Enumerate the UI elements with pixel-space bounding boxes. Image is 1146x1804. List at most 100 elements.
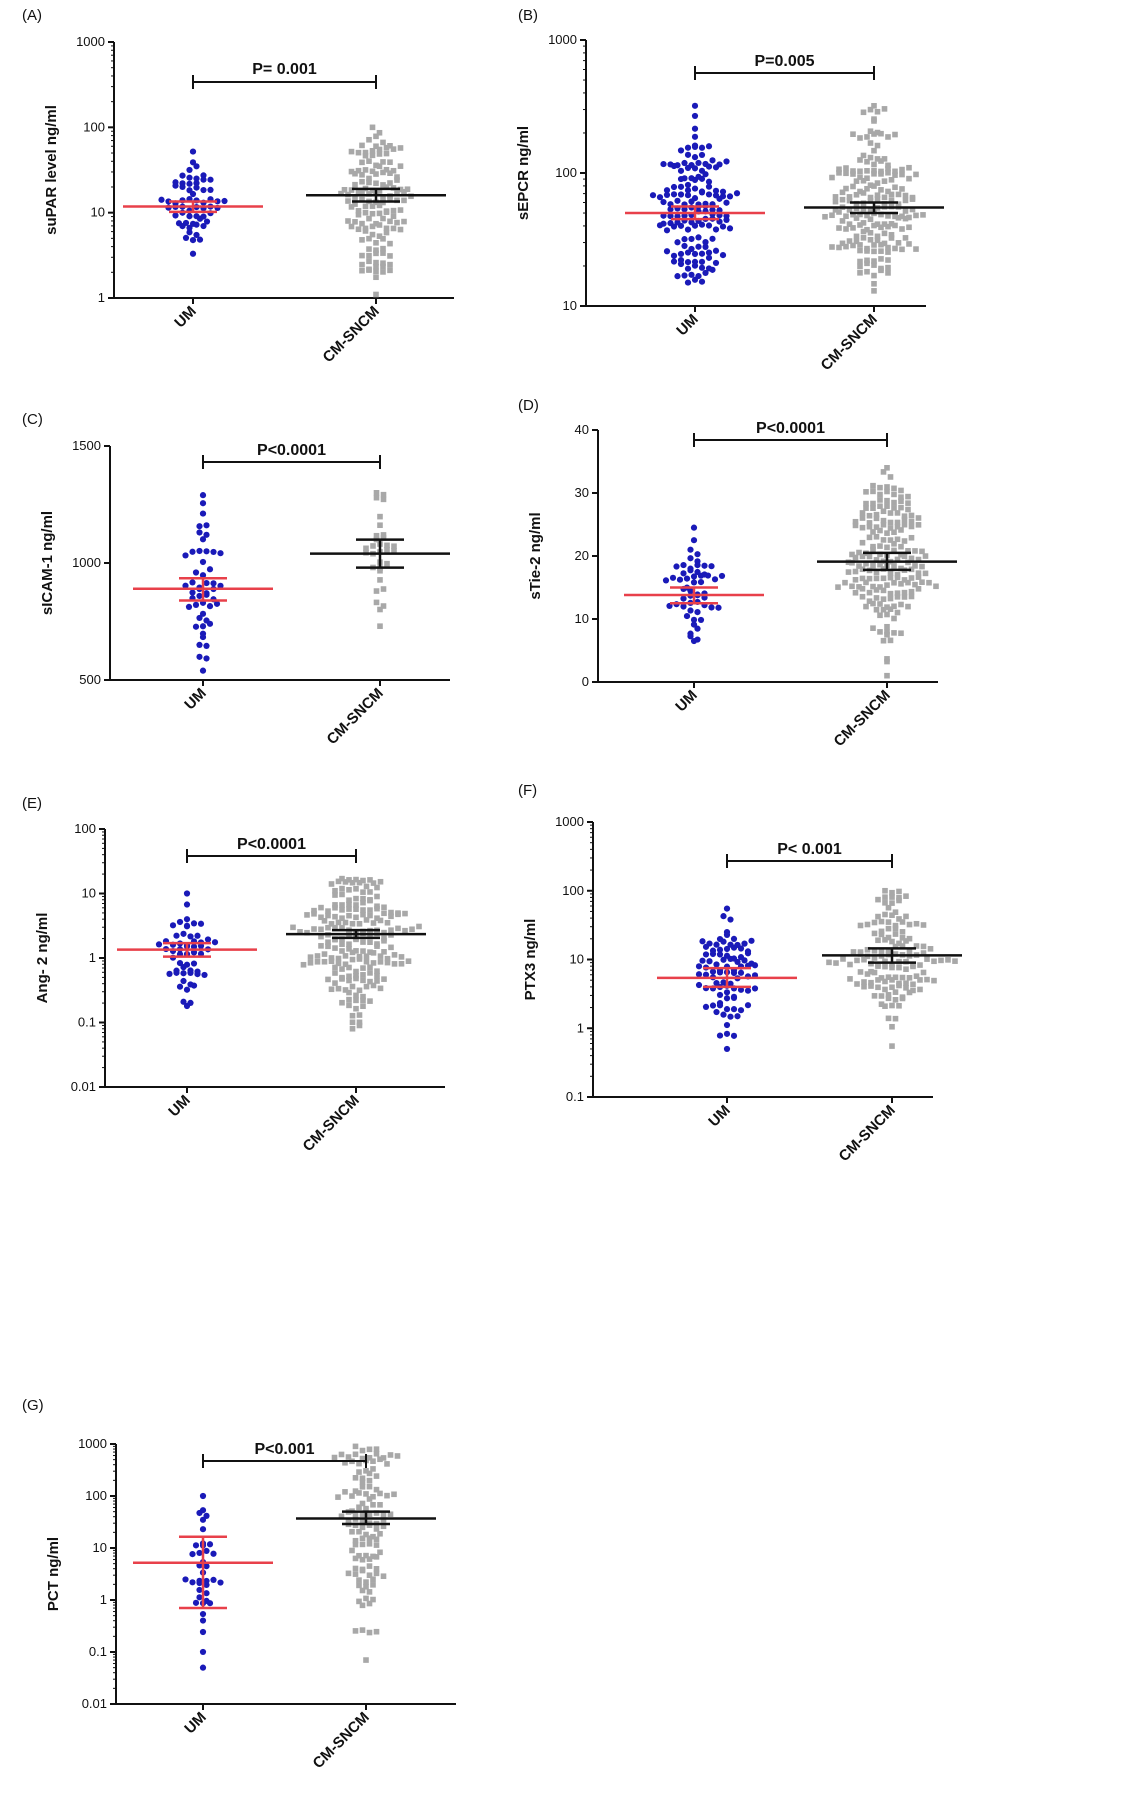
um-point bbox=[199, 558, 207, 566]
y-tick-label: 30 bbox=[575, 485, 589, 500]
cm-point bbox=[894, 510, 901, 516]
cm-point bbox=[891, 491, 897, 498]
cm-point bbox=[342, 1459, 348, 1466]
cm-point bbox=[881, 230, 888, 237]
cm-point bbox=[339, 999, 345, 1006]
cm-point bbox=[366, 1496, 373, 1502]
cm-point bbox=[920, 943, 927, 950]
cm-point bbox=[873, 524, 880, 530]
cm-point bbox=[903, 913, 909, 920]
cm-point bbox=[332, 924, 338, 931]
cm-point bbox=[913, 246, 919, 252]
cm-point bbox=[377, 959, 384, 965]
y-axis-title: sEPCR ng/ml bbox=[515, 126, 532, 220]
cm-point bbox=[889, 912, 895, 919]
um-point bbox=[173, 932, 180, 939]
cm-point bbox=[353, 876, 359, 883]
um-point bbox=[179, 223, 186, 230]
um-point bbox=[712, 259, 720, 267]
cm-point bbox=[878, 158, 884, 164]
y-tick-label: 1 bbox=[98, 290, 105, 305]
um-point bbox=[200, 222, 207, 230]
um-point bbox=[186, 229, 193, 236]
um-point bbox=[712, 226, 720, 233]
um-point bbox=[716, 951, 724, 958]
cm-point bbox=[889, 977, 895, 983]
cm-point bbox=[882, 958, 888, 965]
cm-point bbox=[369, 152, 376, 159]
cm-point bbox=[376, 210, 383, 217]
cm-point bbox=[363, 953, 370, 960]
cm-point bbox=[896, 940, 902, 947]
cm-point bbox=[899, 213, 905, 220]
y-tick-label: 1000 bbox=[76, 34, 105, 49]
um-point bbox=[189, 579, 196, 586]
cm-point bbox=[369, 231, 376, 238]
cm-point bbox=[885, 904, 892, 911]
cm-point bbox=[348, 148, 355, 155]
um-point bbox=[199, 610, 207, 617]
cm-point bbox=[898, 504, 904, 511]
panel-letter: (B) bbox=[518, 7, 538, 24]
cm-point bbox=[861, 956, 867, 963]
um-point bbox=[684, 181, 692, 189]
um-point bbox=[196, 641, 203, 649]
cm-point bbox=[346, 912, 352, 919]
cm-point bbox=[356, 1490, 362, 1496]
um-point bbox=[189, 589, 196, 596]
cm-point bbox=[384, 546, 390, 553]
cm-point bbox=[863, 489, 869, 495]
um-point bbox=[674, 197, 681, 204]
cm-point bbox=[377, 1456, 383, 1463]
cm-point bbox=[388, 909, 394, 916]
cm-point bbox=[864, 946, 871, 953]
cm-point bbox=[887, 606, 894, 612]
cm-point bbox=[870, 583, 876, 590]
cm-point bbox=[871, 167, 877, 174]
um-point bbox=[190, 920, 198, 927]
cm-point bbox=[857, 922, 864, 929]
cm-point bbox=[888, 177, 895, 183]
cm-point bbox=[859, 515, 866, 521]
cm-point bbox=[919, 548, 925, 555]
cm-point bbox=[349, 1528, 355, 1535]
cm-point bbox=[387, 253, 393, 259]
y-axis-title: Ang- 2 ng/ml bbox=[34, 913, 51, 1004]
cm-point bbox=[335, 985, 342, 992]
cm-point bbox=[832, 194, 839, 200]
um-point bbox=[656, 222, 664, 229]
cm-point bbox=[383, 229, 390, 236]
cm-point bbox=[356, 987, 363, 994]
um-point bbox=[197, 920, 205, 927]
um-point bbox=[677, 250, 685, 258]
um-point bbox=[199, 572, 207, 579]
um-point bbox=[206, 1541, 214, 1548]
um-point bbox=[192, 569, 200, 576]
cm-point bbox=[854, 981, 860, 987]
cm-point bbox=[857, 168, 863, 175]
cm-point bbox=[863, 603, 869, 610]
cm-point bbox=[892, 245, 898, 252]
cm-point bbox=[381, 929, 387, 936]
cm-point bbox=[381, 949, 387, 955]
cm-point bbox=[905, 500, 911, 506]
cm-point bbox=[366, 258, 372, 265]
um-point bbox=[709, 1002, 717, 1009]
cm-point bbox=[899, 929, 906, 935]
cm-point bbox=[352, 1571, 359, 1577]
cm-point bbox=[387, 170, 393, 176]
cm-point bbox=[328, 986, 335, 993]
cm-point bbox=[370, 1582, 376, 1588]
um-point bbox=[698, 189, 706, 196]
cm-point bbox=[901, 589, 908, 596]
cm-point bbox=[853, 233, 860, 240]
cm-point bbox=[359, 172, 365, 178]
cm-point bbox=[894, 523, 901, 530]
cm-point bbox=[345, 198, 351, 204]
um-point bbox=[690, 637, 698, 645]
cm-point bbox=[363, 545, 369, 552]
cm-point bbox=[390, 167, 397, 174]
cm-point bbox=[873, 575, 880, 582]
cm-point bbox=[892, 909, 899, 915]
cm-point bbox=[843, 170, 849, 177]
